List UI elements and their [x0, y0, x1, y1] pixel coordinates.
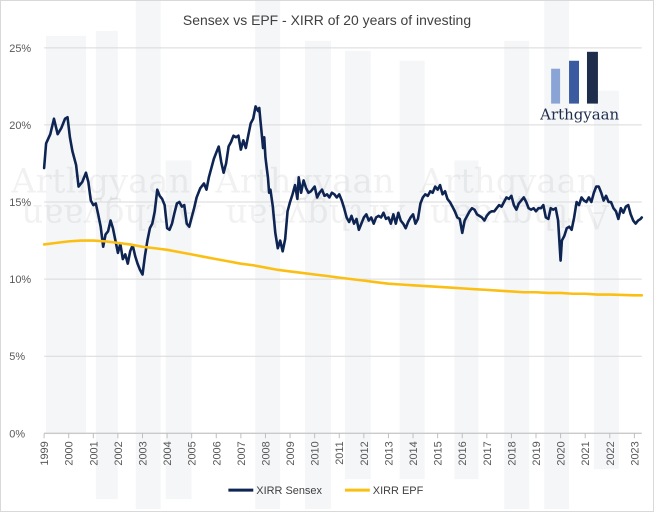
watermark-band-4	[255, 1, 281, 510]
y-tick-label: 0%	[9, 428, 25, 440]
watermark-band-1	[95, 30, 118, 500]
x-tick-label: 2022	[605, 441, 617, 465]
x-tick-label: 2008	[260, 441, 272, 465]
x-tick-label: 2015	[433, 441, 445, 465]
x-tick-label: 2009	[285, 441, 297, 465]
watermark-band-11	[593, 90, 619, 470]
watermark-brand-mirror-0: Arthgyaan	[21, 197, 201, 236]
watermark-bands	[46, 1, 619, 510]
legend-label-1: XIRR EPF	[373, 485, 424, 497]
watermark-band-8	[454, 160, 479, 480]
y-axis-ticks: 0% 5% 10% 15% 20% 25%	[9, 43, 31, 440]
series-line-xirr-sensex	[42, 105, 644, 276]
x-tick-label: 2011	[334, 441, 346, 465]
watermark-band-2	[135, 1, 161, 510]
watermark-brand-2: Arthgyaan	[419, 161, 599, 200]
watermark-band-7	[399, 60, 425, 480]
x-tick-label: 1999	[39, 441, 51, 465]
x-tick-label: 2005	[187, 441, 199, 465]
logo-bar-0	[551, 68, 561, 104]
watermark-band-0	[46, 35, 86, 435]
x-tick-label: 2014	[408, 441, 420, 465]
watermark-band-3	[165, 160, 192, 500]
arthgyaan-logo: Arthgyaan	[539, 51, 620, 124]
x-tick-label: 2019	[531, 441, 543, 465]
logo-text: Arthgyaan	[539, 106, 619, 124]
legend-label-0: XIRR Sensex	[256, 485, 322, 497]
x-tick-label: 2018	[506, 441, 518, 465]
y-tick-label: 5%	[9, 351, 25, 363]
y-tick-label: 25%	[9, 43, 31, 55]
logo-bar-2	[586, 51, 598, 104]
x-axis-ticks: 1999 2000 2001 2002 2003 2004 2005 2006 2007 2008…	[39, 433, 641, 466]
x-tick-label: 2003	[137, 441, 149, 465]
x-tick-label: 2006	[211, 441, 223, 465]
series-lines	[42, 105, 644, 297]
x-tick-label: 2021	[580, 441, 592, 465]
x-tick-label: 2020	[556, 441, 568, 465]
logo-bar-1	[569, 60, 580, 104]
x-tick-label: 2007	[236, 441, 248, 465]
x-tick-label: 2012	[359, 441, 371, 465]
watermark-brand-0: Arthgyaan	[10, 161, 190, 200]
series-line-xirr-epf	[42, 239, 644, 297]
y-tick-label: 10%	[9, 274, 31, 286]
x-tick-label: 2010	[310, 441, 322, 465]
x-tick-label: 2023	[629, 441, 641, 465]
x-tick-label: 2004	[162, 441, 174, 465]
legend: XIRR Sensex XIRR EPF	[228, 485, 424, 497]
chart-title: Sensex vs EPF - XIRR of 20 years of inve…	[183, 12, 471, 28]
x-tick-label: 2000	[64, 441, 76, 465]
watermark-band-6	[344, 50, 371, 480]
y-tick-label: 15%	[9, 197, 31, 209]
x-tick-label: 2016	[457, 441, 469, 465]
x-tick-label: 2017	[482, 441, 494, 465]
y-tick-label: 20%	[9, 120, 31, 132]
x-tick-label: 2013	[383, 441, 395, 465]
watermark-band-9	[504, 40, 530, 510]
x-tick-label: 2002	[113, 441, 125, 465]
x-tick-label: 2001	[88, 441, 100, 465]
